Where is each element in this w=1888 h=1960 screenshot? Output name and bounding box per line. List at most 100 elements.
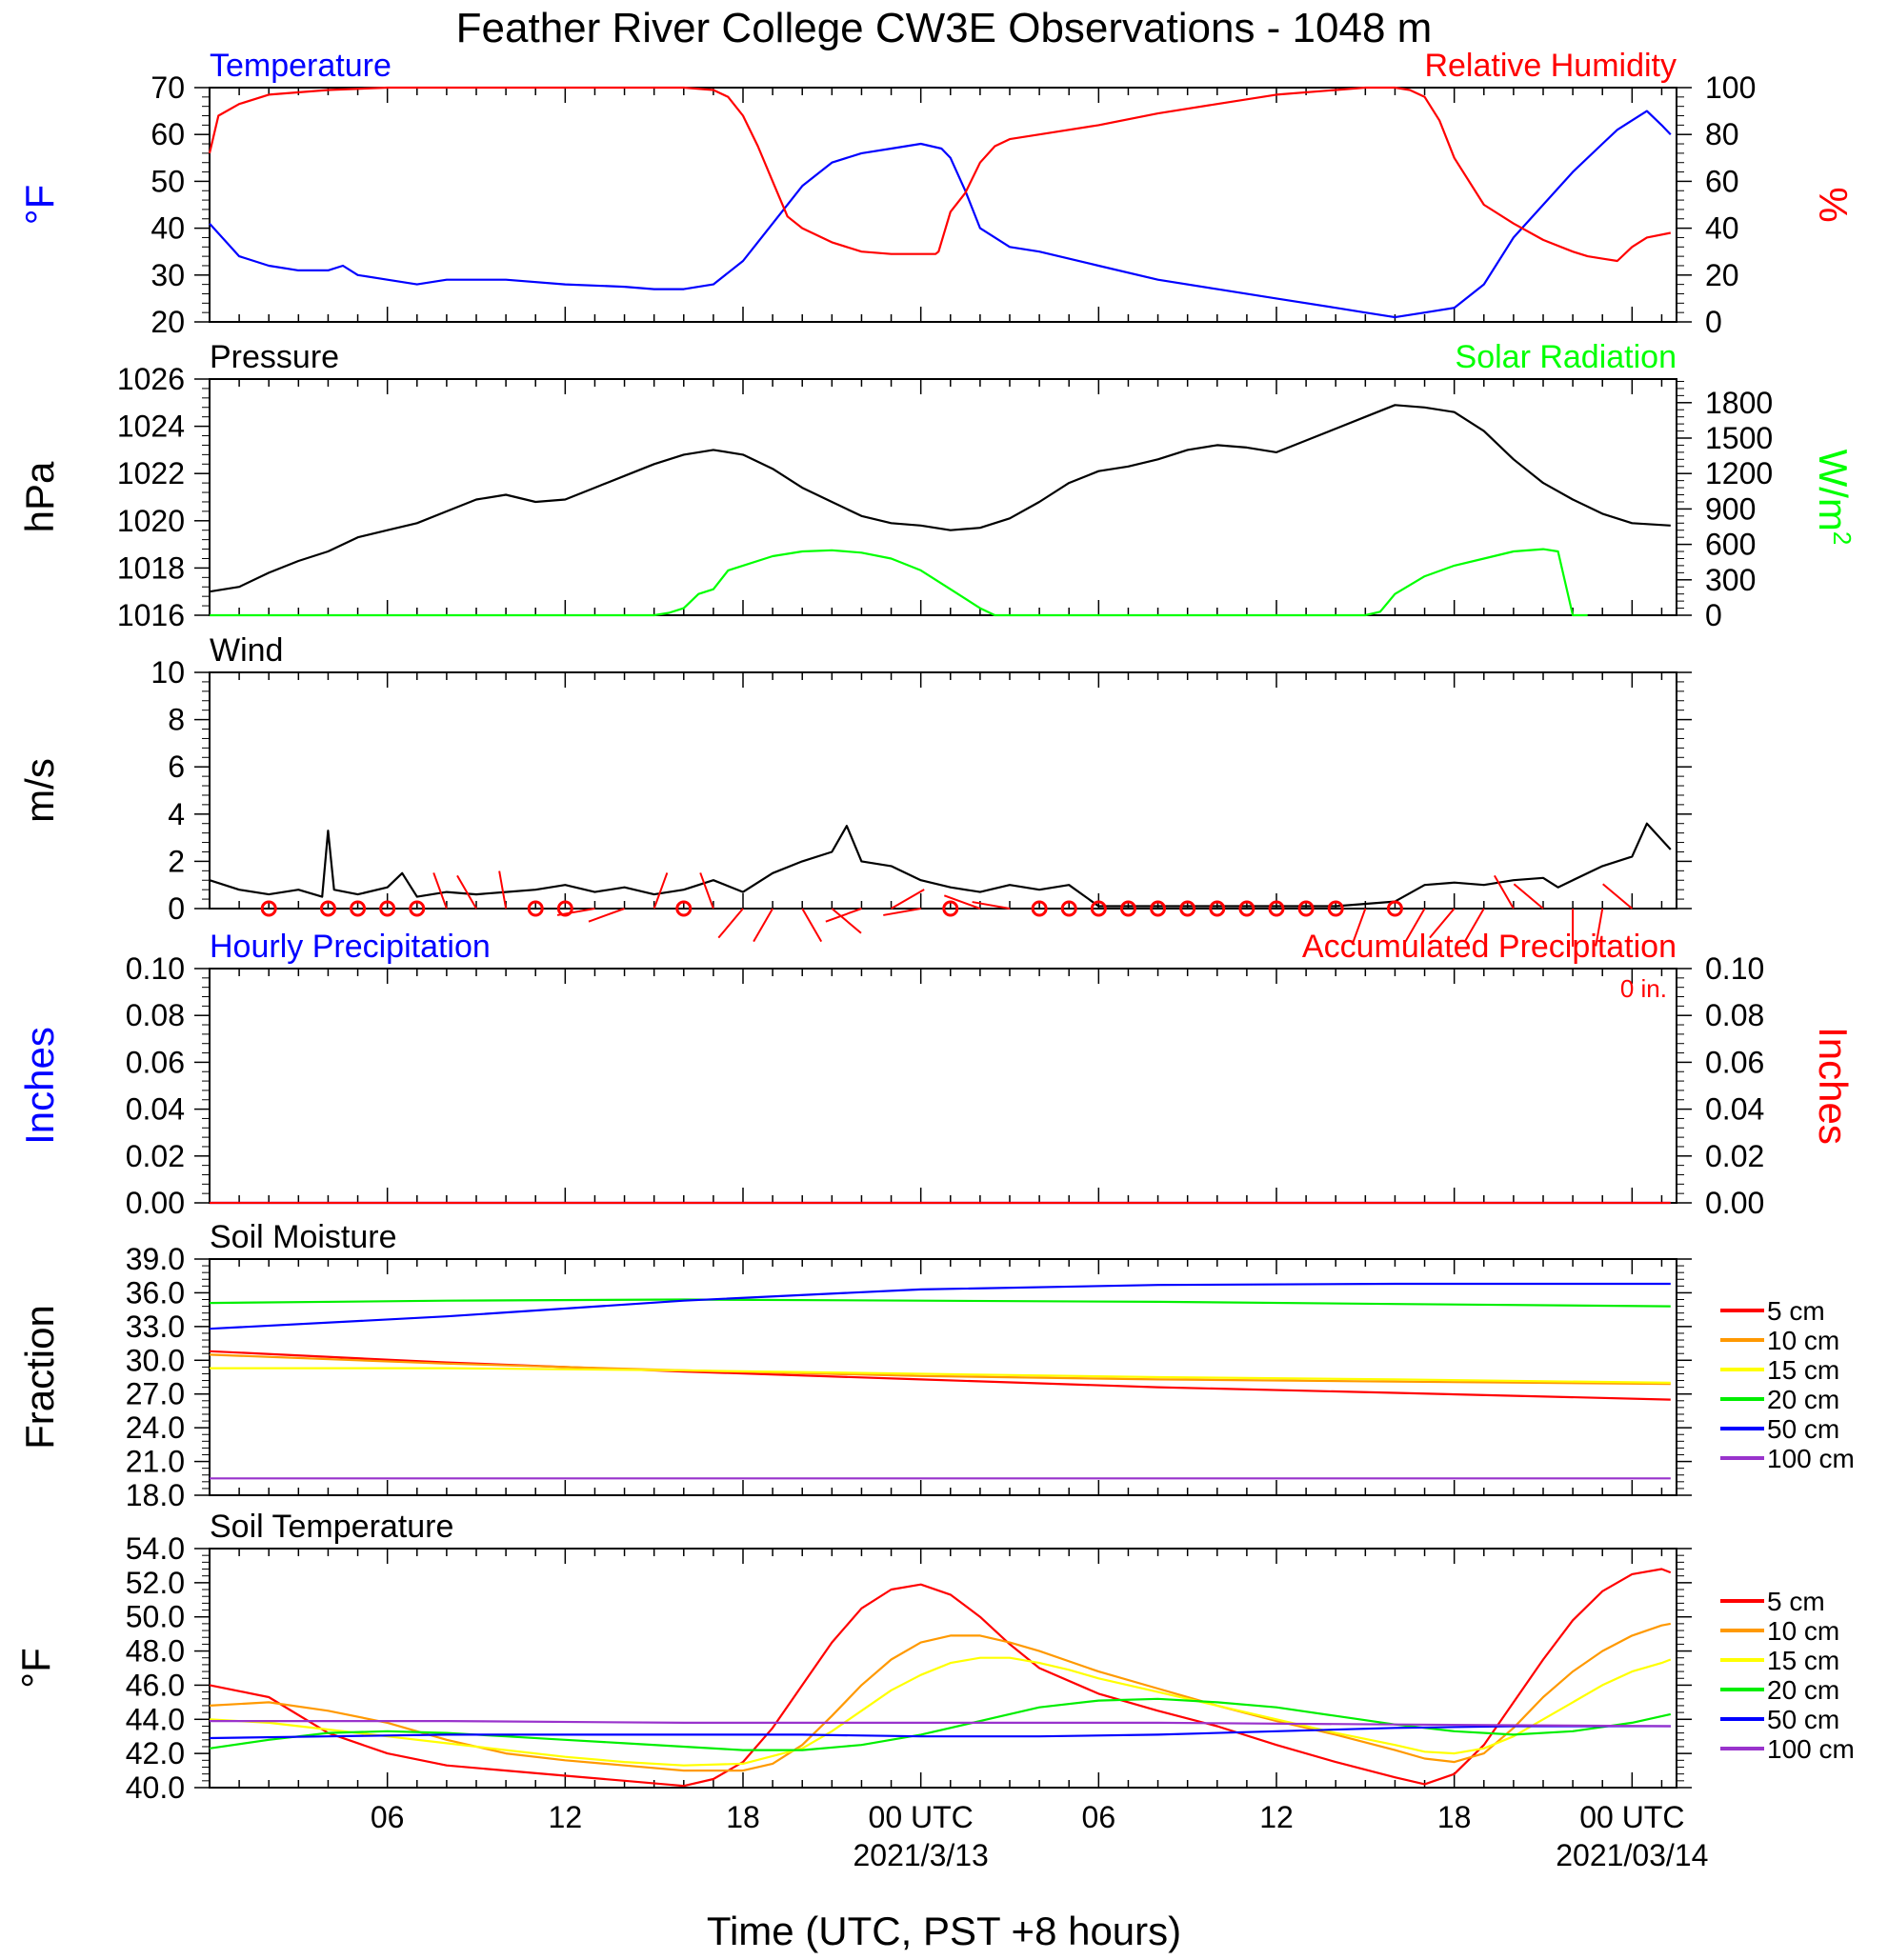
wind-barb-calm xyxy=(319,900,336,917)
y-tick-label: 50.0 xyxy=(126,1600,185,1634)
series-line-relative-humidity xyxy=(208,86,1672,263)
y-right-tick-label: 600 xyxy=(1705,528,1756,562)
legend-label: 20 cm xyxy=(1767,1385,1839,1414)
plot-frame xyxy=(209,378,1677,616)
legend-label: 15 cm xyxy=(1767,1646,1839,1675)
panel-2: 1016 1018 1020 1022 1024 1026 0300600900120015… xyxy=(17,339,1857,632)
x-tick-label: 06 xyxy=(371,1800,405,1834)
wind-barb-staff xyxy=(699,872,714,910)
y-right-tick-label: 1200 xyxy=(1705,456,1773,490)
series-line-15-cm xyxy=(209,1656,1672,1767)
y-tick-label: 50 xyxy=(151,164,185,198)
panel-title-left: Temperature xyxy=(210,48,392,84)
y-axis-label-left: °F xyxy=(17,185,62,225)
wind-barb-staff xyxy=(831,908,862,934)
y-tick-label: 36.0 xyxy=(126,1275,185,1310)
wind-barb-staff xyxy=(753,908,773,943)
y-tick-label: 44.0 xyxy=(126,1702,185,1736)
y-tick-label: 2 xyxy=(168,844,185,878)
y-tick-label: 39.0 xyxy=(126,1242,185,1276)
y-tick-label: 8 xyxy=(168,703,185,737)
y-tick-label: 20 xyxy=(151,305,185,339)
x-tick-label: 00 UTC xyxy=(1579,1800,1684,1834)
series-line-20-cm xyxy=(209,1298,1671,1308)
y-tick-label: 70 xyxy=(151,70,185,105)
y-right-tick-label: 1500 xyxy=(1705,421,1773,455)
y-tick-label: 1026 xyxy=(117,362,185,396)
wind-barb-calm xyxy=(1031,900,1048,917)
y-right-tick-label: 0.00 xyxy=(1705,1186,1764,1220)
y-tick-label: 0.02 xyxy=(126,1139,185,1173)
y-tick-label: 40.0 xyxy=(126,1770,185,1805)
panel-title-right: Accumulated Precipitation xyxy=(1302,929,1677,965)
y-tick-label: 6 xyxy=(168,750,185,784)
panel-title-left: Pressure xyxy=(210,339,339,375)
panel-4: 0.00 0.02 0.04 0.06 0.08 0.10 0.00 0.02 0.04 0.06… xyxy=(17,929,1856,1220)
legend-label: 20 cm xyxy=(1767,1675,1839,1705)
y-tick-label: 52.0 xyxy=(126,1566,185,1600)
panel-title-left: Soil Moisture xyxy=(210,1219,397,1255)
wind-barb-calm xyxy=(556,900,573,917)
y-right-tick-label: 300 xyxy=(1705,563,1756,597)
wind-barb-calm xyxy=(1209,900,1226,917)
legend-label: 5 cm xyxy=(1767,1587,1825,1616)
y-right-tick-label: 0.10 xyxy=(1705,951,1764,986)
y-tick-label: 0 xyxy=(168,891,185,926)
y-right-tick-label: 0 xyxy=(1705,598,1722,632)
wind-barb-calm xyxy=(1060,900,1077,917)
y-right-tick-label: 0.06 xyxy=(1705,1045,1764,1079)
wind-barb-calm xyxy=(1327,900,1344,917)
y-right-tick-label: 60 xyxy=(1705,164,1739,198)
y-axis-label-right: Inches xyxy=(1811,1027,1856,1145)
wind-barb-staff xyxy=(556,908,595,916)
legend-label: 50 cm xyxy=(1767,1705,1839,1734)
plot-frame xyxy=(209,87,1677,323)
wind-barb-calm xyxy=(1150,900,1167,917)
legend-label: 100 cm xyxy=(1767,1734,1855,1764)
wind-barb-calm xyxy=(409,900,426,917)
x-tick-date-label: 2021/03/14 xyxy=(1556,1838,1708,1872)
y-right-tick-label: 0.04 xyxy=(1705,1092,1764,1127)
wind-barb-staff xyxy=(456,874,477,910)
y-tick-label: 1016 xyxy=(117,598,185,632)
wind-barb-staff xyxy=(1404,908,1426,943)
y-tick-label: 0.00 xyxy=(126,1186,185,1220)
legend-label: 10 cm xyxy=(1767,1616,1839,1646)
y-right-tick-label: 0 xyxy=(1705,305,1722,339)
series-line-10-cm xyxy=(209,1353,1671,1386)
wind-barb-calm xyxy=(1179,900,1196,917)
series-line-5-cm xyxy=(209,1568,1672,1788)
wind-barb-staff xyxy=(891,889,925,910)
series-line-wind xyxy=(209,822,1672,908)
wind-barb-staff xyxy=(1595,908,1604,947)
y-tick-label: 1024 xyxy=(117,410,185,444)
y-axis-label-left: °F xyxy=(13,1648,58,1688)
wind-barb-calm xyxy=(1297,900,1315,917)
series-line-20-cm xyxy=(209,1697,1672,1751)
figure-title: Feather River College CW3E Observations … xyxy=(456,5,1433,51)
legend-label: 10 cm xyxy=(1767,1326,1839,1355)
y-right-tick-label: 40 xyxy=(1705,211,1739,246)
y-axis-label-left: Fraction xyxy=(17,1305,62,1450)
wind-barb-staff xyxy=(1513,883,1544,910)
wind-barb-calm xyxy=(1238,900,1255,917)
y-tick-label: 18.0 xyxy=(126,1478,185,1512)
wind-barb-calm xyxy=(260,900,277,917)
wind-barb-staff xyxy=(1429,908,1456,939)
series-line-10-cm xyxy=(209,1622,1672,1772)
series-line-50-cm xyxy=(209,1725,1671,1740)
y-tick-label: 24.0 xyxy=(126,1410,185,1445)
y-tick-label: 10 xyxy=(151,655,185,690)
series-line-pressure xyxy=(209,404,1671,593)
panel-1: 20 30 40 50 60 70 0 20 40 60 80 100 Temperature Relat… xyxy=(17,48,1856,339)
y-tick-label: 48.0 xyxy=(126,1634,185,1669)
y-tick-label: 0.08 xyxy=(126,998,185,1032)
wind-barb-staff xyxy=(972,901,1011,910)
y-tick-label: 1022 xyxy=(117,456,185,490)
wind-barb-staff xyxy=(717,908,744,939)
wind-barb-staff xyxy=(1463,908,1485,943)
series-line-temperature xyxy=(209,110,1672,319)
y-tick-label: 30 xyxy=(151,258,185,292)
y-tick-label: 60 xyxy=(151,117,185,151)
